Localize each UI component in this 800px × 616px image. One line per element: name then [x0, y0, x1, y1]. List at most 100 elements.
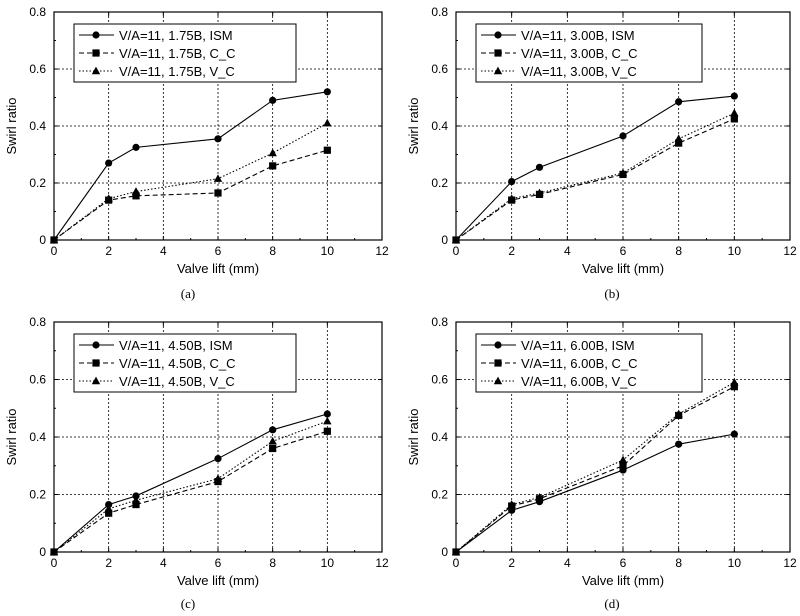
y-tick-label: 0	[39, 233, 46, 247]
y-tick-label: 0.4	[29, 119, 46, 133]
legend-label: V/A=11, 6.00B, ISM	[521, 338, 635, 353]
x-tick-label: 10	[321, 244, 335, 258]
y-axis-label: Swirl ratio	[406, 97, 421, 154]
series-circle	[50, 88, 331, 244]
data-point-triangle	[674, 134, 683, 143]
data-point-triangle	[104, 194, 113, 202]
legend-label: V/A=11, 3.00B, V_C	[521, 64, 637, 79]
x-tick-label: 4	[564, 244, 571, 258]
x-tick-label: 8	[269, 556, 276, 570]
series-triangle	[451, 377, 739, 556]
legend-label: V/A=11, 3.00B, C_C	[521, 46, 637, 61]
data-point-square	[105, 509, 113, 517]
series-line	[455, 95, 735, 241]
data-point-circle	[269, 96, 277, 104]
x-tick-label: 12	[783, 556, 797, 570]
x-tick-label: 6	[215, 244, 222, 258]
legend-label: V/A=11, 1.75B, ISM	[119, 28, 233, 43]
data-point-triangle	[451, 547, 461, 556]
series-square	[50, 146, 331, 244]
y-tick-label: 0.4	[431, 119, 448, 133]
y-tick-label: 0.6	[431, 62, 448, 76]
data-point-triangle	[323, 118, 332, 127]
legend-label: V/A=11, 4.50B, ISM	[119, 338, 233, 353]
x-tick-label: 4	[160, 244, 167, 258]
data-point-triangle	[131, 187, 141, 195]
chart-panel-4: 0 2 4 6 8 10 12 0 0.2 0.4 0.6 0.8 Valve lift (mm) Swi…	[406, 315, 797, 611]
data-point-square	[214, 189, 222, 197]
data-point-triangle	[535, 492, 544, 501]
x-tick-label: 0	[453, 244, 460, 258]
data-point-triangle	[213, 474, 223, 482]
legend-marker-triangle	[91, 66, 101, 75]
y-tick-label: 0.4	[29, 430, 46, 444]
data-point-square	[675, 139, 683, 147]
y-tick-label: 0.2	[29, 176, 46, 190]
data-point-circle	[730, 430, 738, 438]
data-point-triangle	[451, 235, 461, 244]
legend: V/A=11, 3.00B, ISM V/A=11, 3.00B, C_C V/A=…	[475, 23, 703, 83]
series-square	[50, 427, 331, 556]
y-tick-label: 0.4	[431, 430, 448, 444]
x-axis-label: Valve lift (mm)	[582, 573, 664, 588]
y-tick-label: 0.2	[431, 176, 448, 190]
x-tick-label: 10	[728, 244, 742, 258]
x-tick-label: 2	[105, 556, 112, 570]
legend-marker-triangle	[493, 66, 503, 75]
data-point-triangle	[49, 235, 59, 244]
x-tick-label: 6	[215, 556, 222, 570]
legend-label: V/A=11, 6.00B, C_C	[521, 356, 637, 371]
x-tick-label: 12	[375, 556, 389, 570]
data-point-triangle	[730, 377, 739, 386]
legend-label: V/A=11, 4.50B, C_C	[119, 356, 235, 371]
y-tick-label: 0	[39, 545, 46, 559]
data-point-circle	[323, 88, 331, 96]
data-point-triangle	[674, 409, 683, 418]
data-point-triangle	[730, 108, 739, 117]
series-triangle	[49, 118, 332, 244]
data-point-circle	[269, 426, 277, 434]
x-tick-label: 0	[51, 556, 58, 570]
data-point-triangle	[104, 504, 113, 513]
y-tick-label: 0.8	[29, 315, 46, 329]
series-line	[455, 118, 735, 241]
legend-marker-square	[92, 359, 100, 367]
series-circle	[452, 92, 738, 244]
x-tick-label: 8	[269, 244, 276, 258]
legend-marker-square	[494, 49, 502, 57]
x-axis-label: Valve lift (mm)	[177, 573, 259, 588]
panel-caption: (c)	[181, 596, 195, 611]
data-point-triangle	[618, 168, 628, 177]
data-point-circle	[214, 454, 222, 463]
x-tick-label: 12	[375, 244, 389, 258]
x-tick-label: 2	[105, 244, 112, 258]
series-circle	[452, 430, 738, 556]
y-tick-label: 0.2	[29, 488, 46, 502]
legend-marker-square	[494, 359, 502, 367]
x-tick-label: 2	[508, 556, 515, 570]
panel-caption: (b)	[604, 286, 619, 301]
data-point-square	[323, 146, 331, 154]
series-line	[53, 149, 328, 241]
data-point-circle	[675, 98, 683, 106]
y-axis-label: Swirl ratio	[406, 408, 421, 465]
x-tick-label: 4	[160, 556, 167, 570]
data-point-triangle	[507, 500, 516, 508]
data-point-square	[132, 500, 140, 509]
legend-marker-circle	[494, 31, 502, 39]
series-triangle	[451, 108, 739, 244]
data-point-circle	[508, 177, 516, 186]
legend-marker-circle	[92, 341, 100, 349]
data-point-square	[619, 462, 627, 470]
data-point-circle	[619, 132, 627, 140]
series-triangle	[49, 416, 332, 556]
data-point-triangle	[268, 436, 277, 445]
x-tick-label: 0	[51, 244, 58, 258]
x-tick-label: 6	[620, 556, 627, 570]
legend-marker-triangle	[493, 376, 503, 385]
x-tick-label: 8	[675, 244, 682, 258]
legend-marker-circle	[92, 31, 100, 39]
series-line	[455, 381, 735, 553]
y-tick-label: 0	[441, 233, 448, 247]
x-tick-label: 12	[783, 244, 797, 258]
